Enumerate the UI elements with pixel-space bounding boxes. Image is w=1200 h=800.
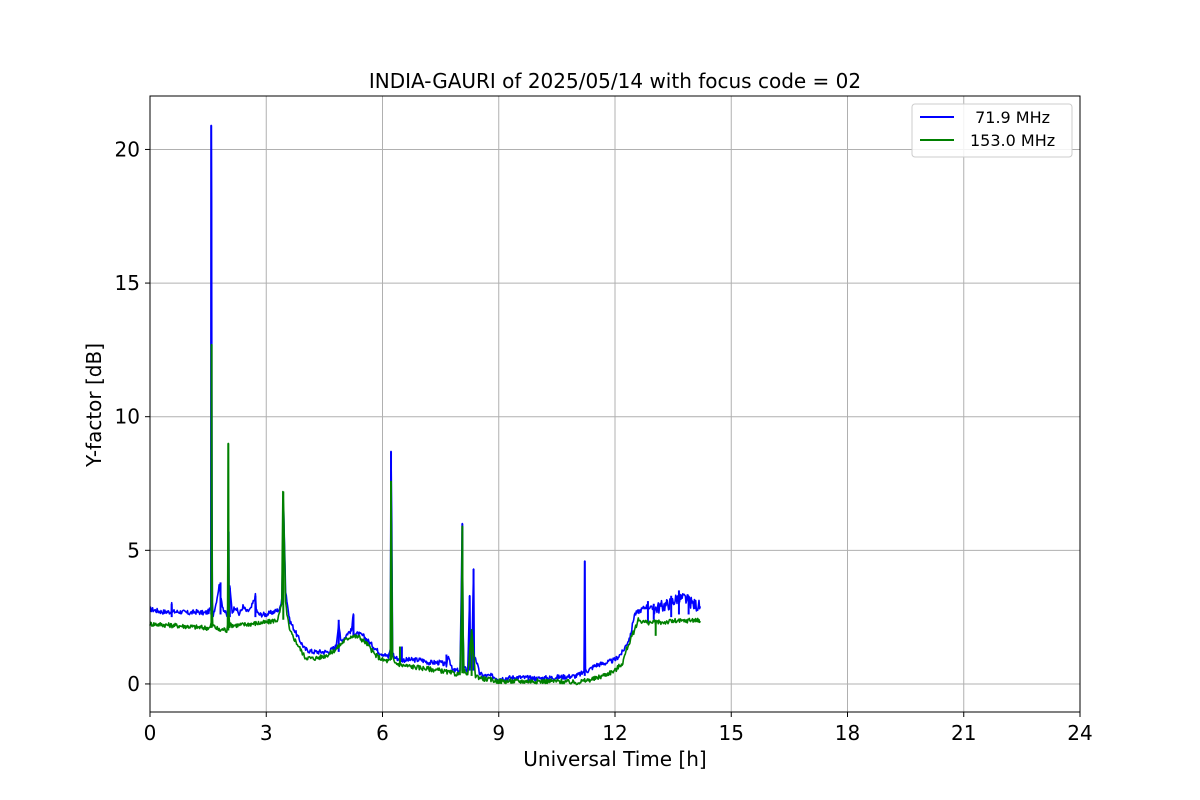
series-line-153mhz <box>149 343 701 686</box>
x-tick-label: 15 <box>719 721 744 745</box>
y-tick-label: 10 <box>115 405 140 429</box>
series-71mhz <box>149 124 702 682</box>
y-tick-label: 0 <box>127 672 140 696</box>
chart-title: INDIA-GAURI of 2025/05/14 with focus cod… <box>369 69 861 93</box>
y-axis-label: Y-factor [dB] <box>82 343 106 468</box>
ticks: 0 3 6 9 12 15 18 21 24 0 5 10 15 20 <box>115 137 1093 745</box>
x-tick-label: 9 <box>492 721 505 745</box>
x-tick-label: 21 <box>951 721 976 745</box>
series-153mhz <box>149 343 701 686</box>
series-line-71mhz <box>149 124 702 682</box>
x-tick-label: 18 <box>835 721 860 745</box>
x-tick-label: 6 <box>376 721 389 745</box>
x-tick-label: 0 <box>144 721 157 745</box>
y-tick-label: 20 <box>115 137 140 161</box>
series-layer <box>149 124 702 686</box>
x-tick-label: 12 <box>602 721 627 745</box>
legend-label-153mhz: 153.0 MHz <box>970 131 1055 150</box>
legend: 71.9 MHz 153.0 MHz <box>911 103 1073 158</box>
x-tick-label: 24 <box>1067 721 1092 745</box>
legend-label-71mhz: 71.9 MHz <box>970 108 1050 127</box>
y-tick-label: 5 <box>127 538 140 562</box>
x-axis-label: Universal Time [h] <box>523 747 706 771</box>
y-tick-label: 15 <box>115 271 140 295</box>
x-tick-label: 3 <box>260 721 273 745</box>
